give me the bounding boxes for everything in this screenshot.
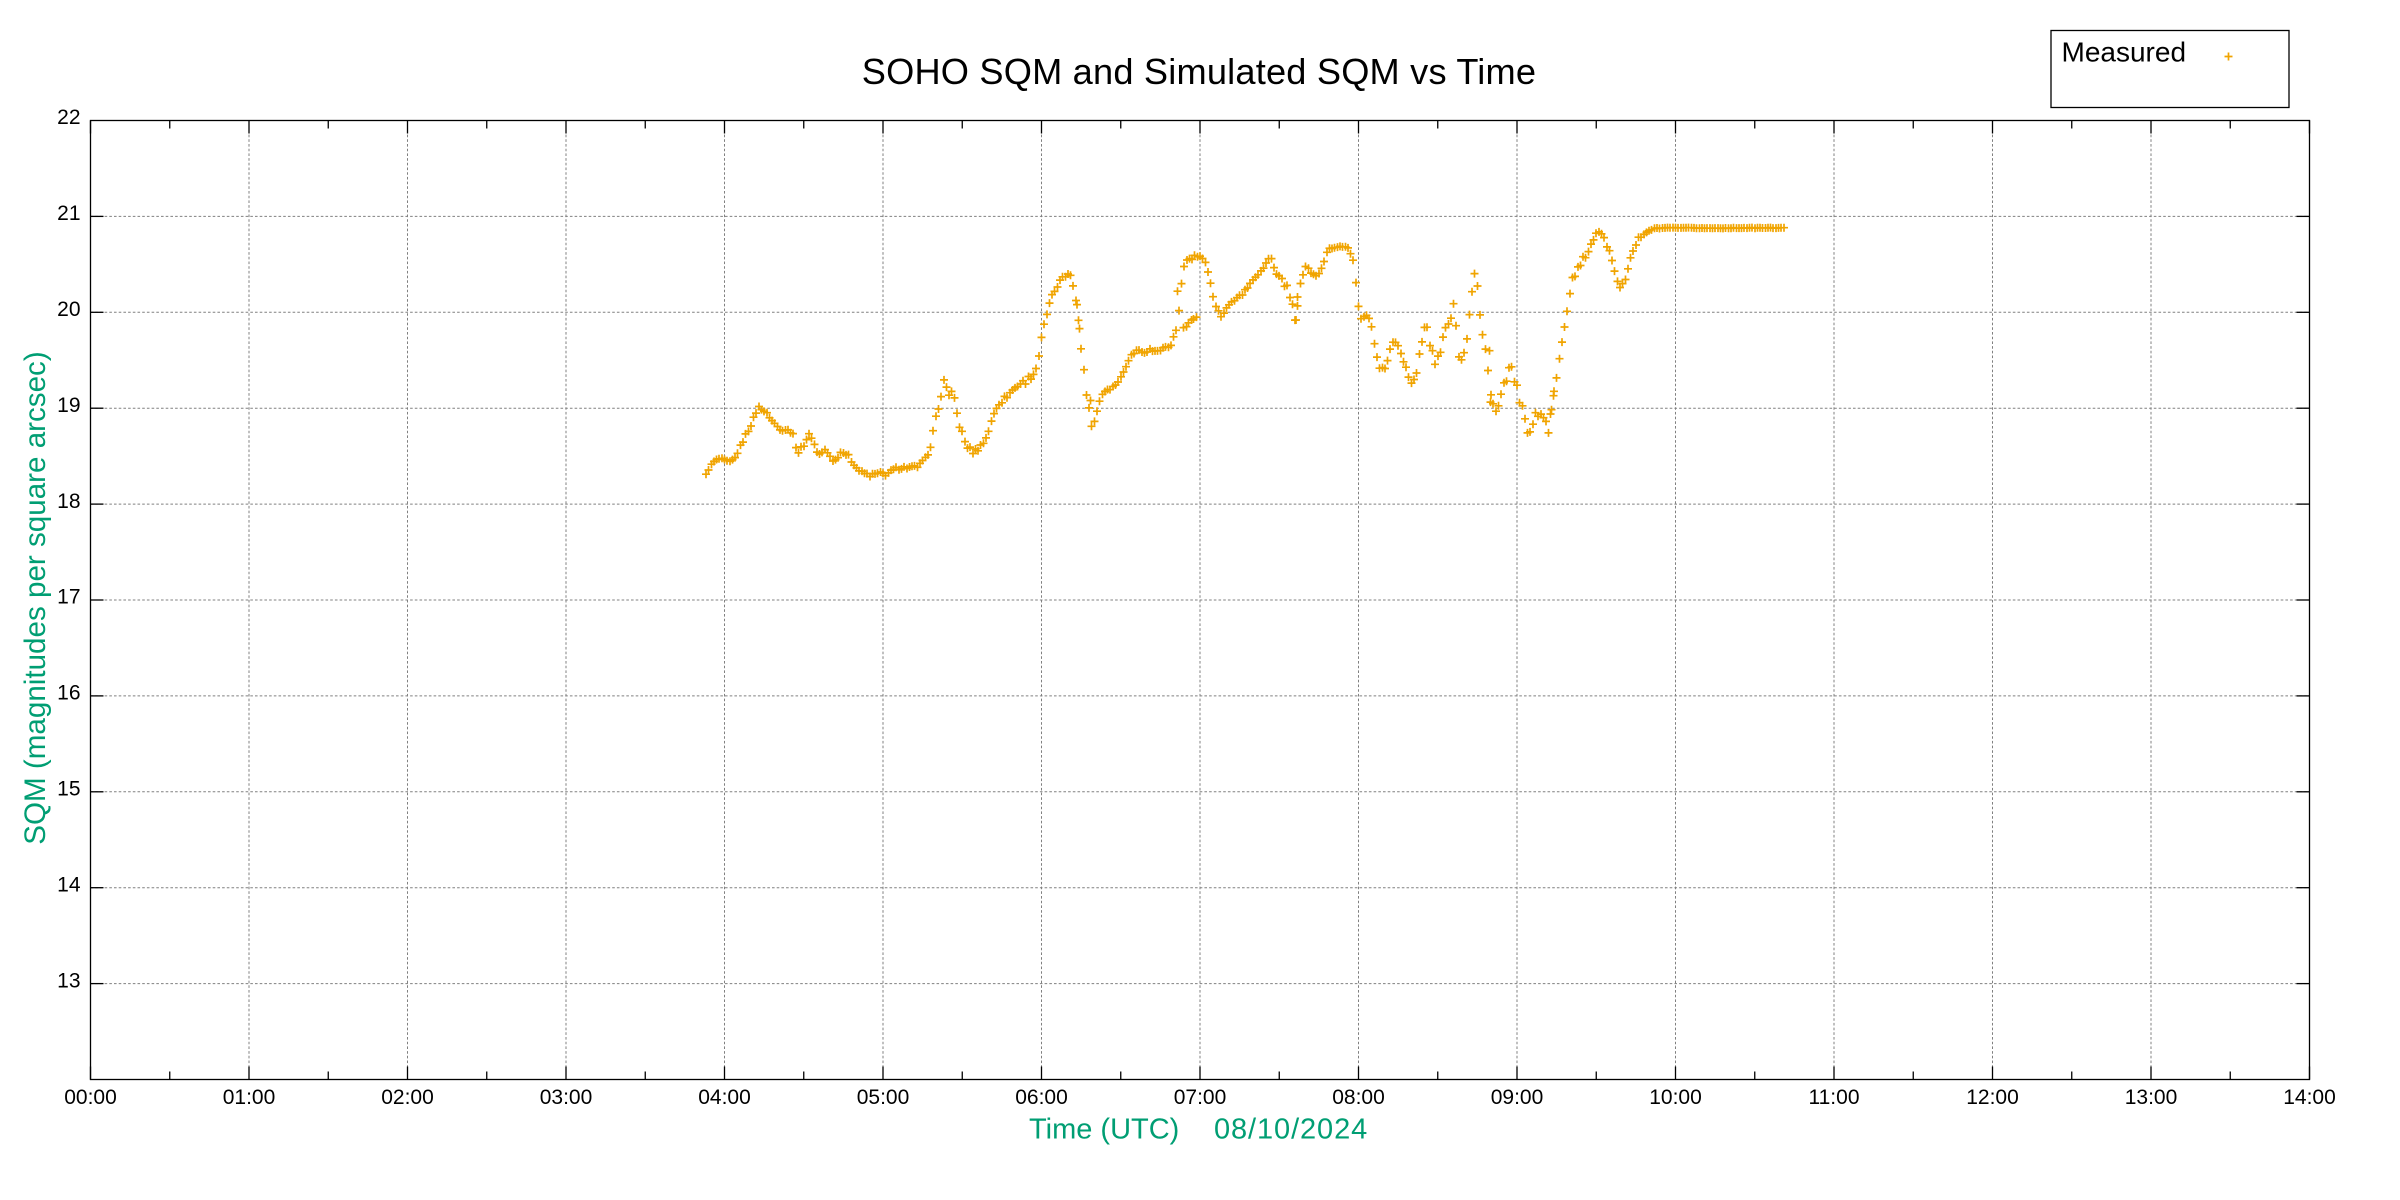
svg-text:16: 16 <box>57 682 80 705</box>
svg-text:05:00: 05:00 <box>857 1086 910 1109</box>
svg-text:06:00: 06:00 <box>1015 1086 1068 1109</box>
svg-text:07:00: 07:00 <box>1174 1086 1227 1109</box>
svg-text:03:00: 03:00 <box>540 1086 593 1109</box>
svg-text:04:00: 04:00 <box>698 1086 751 1109</box>
svg-text:14:00: 14:00 <box>2283 1086 2336 1109</box>
svg-text:10:00: 10:00 <box>1649 1086 1702 1109</box>
svg-text:00:00: 00:00 <box>64 1086 117 1109</box>
svg-text:21: 21 <box>57 202 80 225</box>
svg-text:Time (UTC): Time (UTC) <box>1029 1114 1179 1146</box>
svg-text:22: 22 <box>57 106 80 129</box>
svg-text:08/10/2024: 08/10/2024 <box>1214 1114 1368 1146</box>
svg-text:20: 20 <box>57 298 80 321</box>
svg-text:19: 19 <box>57 394 80 417</box>
svg-text:SQM (magnitudes per square arc: SQM (magnitudes per square arcsec) <box>19 351 52 844</box>
svg-text:09:00: 09:00 <box>1491 1086 1544 1109</box>
svg-text:08:00: 08:00 <box>1332 1086 1385 1109</box>
svg-text:14: 14 <box>57 873 81 896</box>
svg-text:18: 18 <box>57 490 80 513</box>
svg-text:01:00: 01:00 <box>223 1086 276 1109</box>
svg-text:13:00: 13:00 <box>2125 1086 2178 1109</box>
svg-text:11:00: 11:00 <box>1809 1086 1860 1109</box>
svg-text:13: 13 <box>57 969 80 992</box>
svg-text:15: 15 <box>57 778 80 801</box>
svg-text:Measured: Measured <box>2062 37 2187 68</box>
svg-text:SOHO SQM and Simulated SQM vs: SOHO SQM and Simulated SQM vs Time <box>862 51 1536 92</box>
svg-text:12:00: 12:00 <box>1966 1086 2019 1109</box>
svg-text:17: 17 <box>57 586 80 609</box>
svg-text:02:00: 02:00 <box>381 1086 434 1109</box>
